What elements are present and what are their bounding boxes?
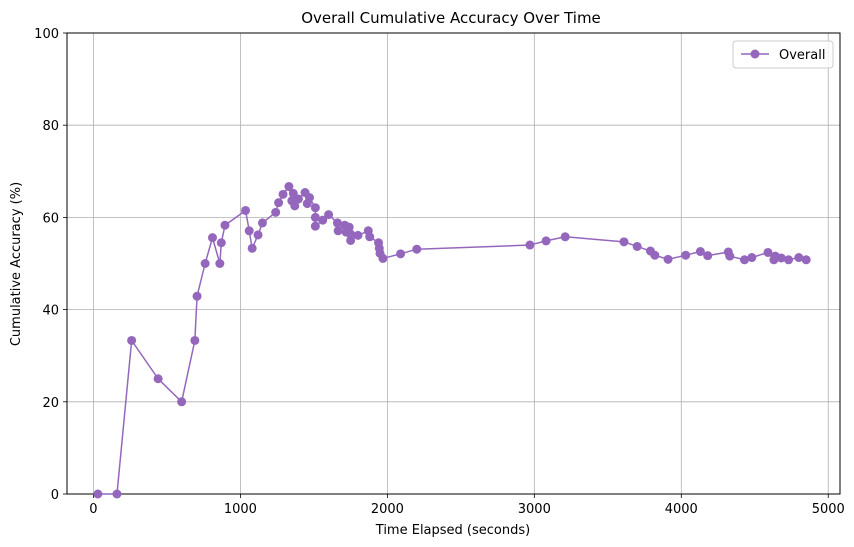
data-point: [127, 335, 137, 345]
data-point: [776, 253, 786, 263]
data-point: [747, 253, 757, 263]
plot-frame: [66, 32, 841, 495]
data-point: [93, 489, 103, 499]
y-tick-label: 20: [42, 396, 59, 411]
y-tick-label: 100: [34, 27, 59, 42]
data-point: [190, 335, 200, 345]
data-point: [310, 212, 320, 222]
x-tick-label: 0: [89, 502, 97, 517]
data-point: [257, 218, 267, 228]
data-point: [324, 210, 334, 220]
chart-title: Overall Cumulative Accuracy Over Time: [301, 9, 601, 27]
data-point: [293, 194, 303, 204]
x-tick-label: 4000: [665, 502, 698, 517]
data-point: [216, 238, 226, 248]
data-point: [344, 222, 354, 232]
data-point: [200, 259, 210, 268]
data-point: [192, 291, 202, 301]
data-point: [271, 207, 281, 217]
data-point: [215, 259, 225, 268]
data-point: [365, 232, 375, 242]
data-point: [541, 236, 551, 246]
data-point: [346, 235, 356, 245]
data-point: [703, 251, 713, 261]
y-tick-label: 60: [42, 211, 59, 226]
x-tick-label: 2000: [371, 502, 404, 517]
data-point: [310, 203, 320, 213]
y-tick-label: 40: [42, 304, 59, 319]
data-point: [396, 249, 406, 259]
data-point: [177, 397, 187, 407]
y-tick-label: 80: [42, 119, 59, 134]
data-point: [247, 243, 257, 253]
data-point: [763, 247, 773, 257]
data-point: [244, 226, 254, 236]
data-point: [663, 254, 673, 264]
data-point: [253, 230, 263, 240]
data-point: [412, 244, 422, 254]
y-tick-label: 0: [51, 488, 59, 503]
x-tick-label: 5000: [812, 502, 845, 517]
data-point: [801, 255, 811, 265]
legend-label: Overall: [779, 48, 825, 63]
x-tick-label: 1000: [224, 502, 257, 517]
x-axis: 0 1000 2000 3000 4000 5000: [89, 494, 845, 517]
x-tick-label: 3000: [518, 502, 551, 517]
data-point: [274, 198, 284, 208]
data-point: [318, 215, 328, 225]
data-point: [278, 189, 288, 199]
data-point: [304, 193, 314, 203]
legend: Overall: [732, 40, 834, 69]
data-point: [632, 241, 642, 251]
data-point: [310, 221, 320, 231]
data-point: [112, 489, 122, 499]
legend-marker: [750, 49, 760, 59]
x-axis-label: Time Elapsed (seconds): [375, 523, 530, 538]
data-point: [353, 230, 363, 240]
data-point: [650, 250, 660, 260]
data-point: [681, 250, 691, 260]
data-point: [378, 253, 388, 263]
data-point: [153, 374, 163, 384]
data-point: [332, 218, 342, 228]
data-point: [794, 253, 804, 263]
data-point: [695, 247, 705, 257]
data-point: [560, 232, 570, 242]
data-point: [333, 226, 343, 236]
data-point: [725, 251, 735, 261]
data-point: [290, 201, 300, 211]
data-point: [284, 182, 294, 192]
legend-box: [732, 40, 834, 69]
data-point: [220, 220, 230, 230]
data-point: [619, 237, 629, 247]
data-point: [784, 255, 794, 265]
data-point: [525, 240, 535, 250]
data-point: [241, 205, 251, 215]
data-point: [739, 255, 749, 265]
y-axis: 0 20 40 60 80 100: [34, 27, 67, 503]
data-point: [346, 229, 356, 239]
y-axis-label: Cumulative Accuracy (%): [9, 182, 24, 346]
data-point: [207, 233, 217, 243]
series-layer: [93, 182, 811, 499]
